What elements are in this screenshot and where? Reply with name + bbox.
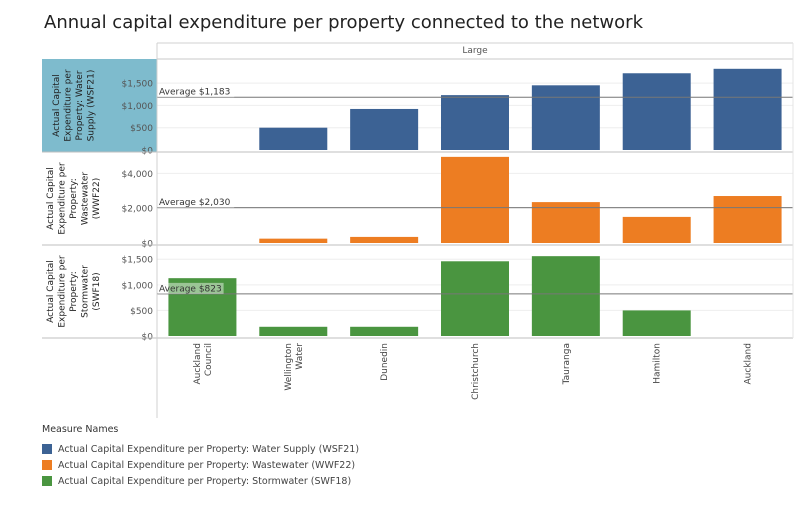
panel-2-bar-auckland: [713, 196, 782, 243]
panel-3-y-tick-label: $500: [130, 307, 153, 317]
panel-1-row-label-line: Property: Water: [75, 70, 85, 140]
legend-item-stormwater[interactable]: Actual Capital Expenditure per Property:…: [42, 473, 359, 489]
panel-3-average-label-bg: [158, 282, 224, 294]
panel-2-row-label-line: Actual Capital: [46, 167, 56, 230]
panel-1-bar-auckland: [713, 68, 782, 150]
chart-title: Annual capital expenditure per property …: [44, 12, 643, 33]
panel-1-average-label-bg: [158, 86, 235, 98]
category-label-dunedin: Dunedin: [380, 343, 390, 381]
category-label-christchurch: Christchurch: [471, 343, 481, 400]
legend-label-water-supply: Actual Capital Expenditure per Property:…: [58, 443, 360, 455]
panel-2-y-tick-label: $4,000: [122, 170, 154, 180]
panel-1-bar-tauranga: [531, 85, 600, 150]
column-header: Large: [462, 46, 488, 56]
panel-3-row-label-line: Actual Capital: [46, 260, 56, 323]
panel-3-bar-auckland-council: [168, 278, 237, 336]
legend-title: Measure Names: [42, 424, 119, 435]
panel-2-average-label: Average $2,030: [159, 198, 231, 208]
panel-3-row-label-line: Stormwater: [81, 265, 91, 318]
panel-1-y-tick-label: $1,500: [122, 80, 154, 90]
legend-swatch-wastewater: [42, 460, 52, 470]
panel-2-bar-dunedin: [350, 236, 419, 243]
panel-1-average-label: Average $1,183: [159, 88, 230, 98]
panel-3-bar-wellington-water: [259, 326, 328, 336]
panel-1-row-label-line: Actual Capital: [52, 74, 62, 137]
panel-1-row-label-line: Supply (WSF21): [86, 70, 96, 142]
panel-1-y-tick-label: $500: [130, 124, 153, 134]
panel-1-y-tick-label: $1,000: [122, 102, 154, 112]
panel-3-row-label-line: Expenditure per: [58, 255, 68, 328]
panel-1-bar-dunedin: [350, 108, 419, 150]
panel-1-row-highlight: [42, 59, 157, 152]
panel-2-bar-wellington-water: [259, 238, 328, 243]
panel-1-bar-christchurch: [441, 95, 509, 150]
panel-2-average-label-bg: [158, 196, 235, 208]
panel-3-y-tick-label: $1,000: [122, 281, 154, 291]
panel-2-row-label-line: (WWF22): [92, 178, 102, 219]
category-label-auckland-council: Council: [204, 343, 214, 376]
panel-2-bar-tauranga: [531, 202, 600, 243]
panel-2-row-label-line: Property:: [69, 178, 79, 218]
category-label-auckland-council: Auckland: [193, 343, 203, 384]
category-label-hamilton: Hamilton: [653, 343, 663, 384]
legend-item-water-supply[interactable]: Actual Capital Expenditure per Property:…: [42, 441, 359, 457]
panel-3-bar-christchurch: [441, 261, 509, 336]
panel-3-bar-tauranga: [531, 256, 600, 336]
panel-2-row-label-line: Expenditure per: [58, 162, 68, 235]
panel-3-bar-hamilton: [622, 310, 691, 336]
panel-1-row-label-line: Expenditure per: [63, 69, 73, 142]
legend-label-stormwater: Actual Capital Expenditure per Property:…: [58, 475, 352, 487]
panel-2-y-tick-label: $2,000: [122, 205, 154, 215]
panel-3-average-label: Average $823: [159, 284, 222, 294]
panel-3-y-tick-label: $1,500: [122, 256, 154, 266]
panel-2-bar-christchurch: [441, 156, 509, 243]
legend-item-wastewater[interactable]: Actual Capital Expenditure per Property:…: [42, 457, 359, 473]
panel-3-row-label-line: (SWF18): [92, 272, 102, 310]
legend-swatch-stormwater: [42, 476, 52, 486]
panel-3-bar-dunedin: [350, 326, 419, 336]
category-label-tauranga: Tauranga: [562, 343, 572, 385]
panel-3-row-label-line: Property:: [69, 271, 79, 311]
panel-1-bar-wellington-water: [259, 127, 328, 150]
panel-1-bar-hamilton: [622, 73, 691, 150]
legend-label-wastewater: Actual Capital Expenditure per Property:…: [58, 459, 356, 471]
category-label-auckland: Auckland: [744, 343, 754, 384]
category-label-wellington-water: Water: [295, 343, 305, 370]
legend-swatch-water-supply: [42, 444, 52, 454]
category-label-wellington-water: Wellington: [284, 343, 294, 391]
legend: Measure Names Actual Capital Expenditure…: [42, 424, 359, 489]
panel-2-row-label-line: Wastewater: [81, 172, 91, 226]
panel-2-bar-hamilton: [622, 216, 691, 243]
